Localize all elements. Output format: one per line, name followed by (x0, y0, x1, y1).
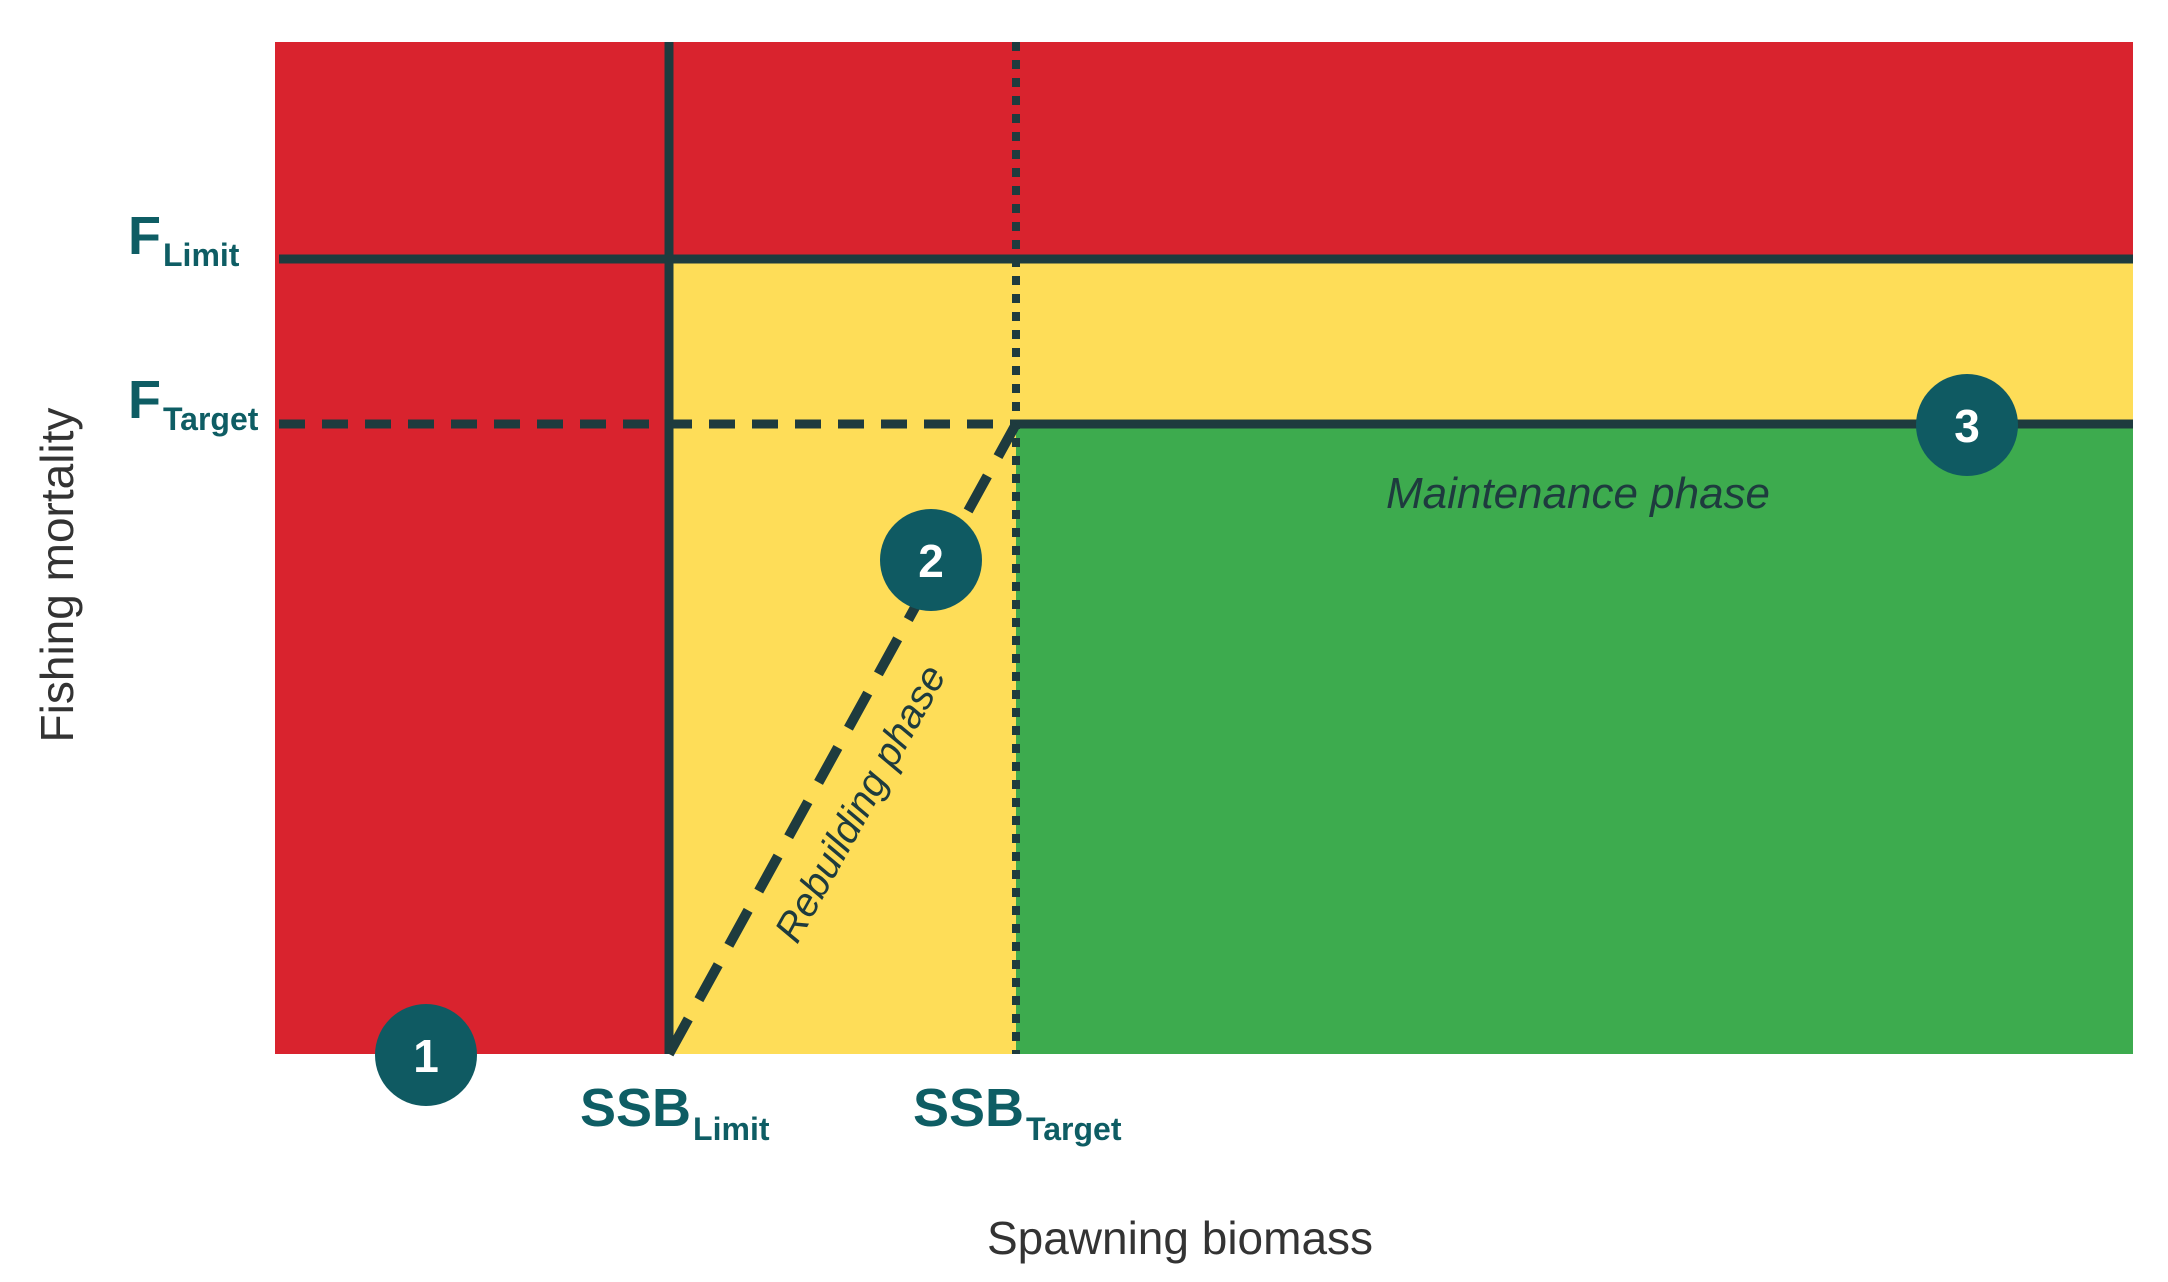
svg-text:SSBTarget: SSBTarget (913, 1078, 1122, 1147)
f-limit-label: FLimit (128, 206, 240, 273)
marker-2: 2 (880, 509, 982, 611)
zones (275, 42, 2133, 1054)
f-target-label: FTarget (128, 370, 259, 437)
marker-2-number: 2 (918, 535, 944, 587)
ssb-limit-label: SSBLimit (580, 1078, 770, 1147)
f-target-main: F (128, 370, 161, 430)
marker-1: 1 (375, 1004, 477, 1106)
x-axis-label: Spawning biomass (987, 1212, 1373, 1264)
ssb-target-label: SSBTarget (913, 1078, 1122, 1147)
svg-text:FLimit: FLimit (128, 206, 240, 273)
maintenance-phase-label: Maintenance phase (1386, 469, 1770, 518)
y-axis-label: Fishing mortality (31, 408, 83, 743)
marker-2-circle (880, 509, 982, 611)
marker-1-number: 1 (413, 1030, 439, 1082)
green-zone (1016, 424, 2133, 1054)
ssb-limit-main: SSB (580, 1078, 691, 1138)
f-target-sub: Target (163, 401, 259, 437)
ssb-target-sub: Target (1026, 1111, 1122, 1147)
marker-3-circle (1916, 374, 2018, 476)
marker-1-circle (375, 1004, 477, 1106)
ssb-target-main: SSB (913, 1078, 1024, 1138)
svg-text:SSBLimit: SSBLimit (580, 1078, 770, 1147)
marker-3: 3 (1916, 374, 2018, 476)
ssb-limit-sub: Limit (693, 1111, 770, 1147)
svg-text:FTarget: FTarget (128, 370, 259, 437)
marker-3-number: 3 (1954, 400, 1980, 452)
f-limit-sub: Limit (163, 237, 240, 273)
f-limit-main: F (128, 206, 161, 266)
